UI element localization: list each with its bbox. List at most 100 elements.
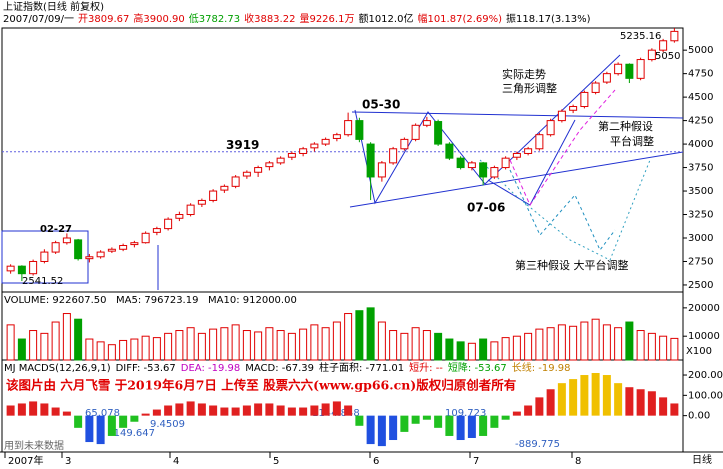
candle-body bbox=[164, 218, 173, 230]
macd-bar bbox=[310, 405, 319, 416]
macd-bar bbox=[434, 415, 443, 428]
macd-bar bbox=[130, 415, 139, 422]
y-tick-label: 2750 bbox=[688, 256, 713, 267]
candle-body bbox=[299, 148, 308, 154]
volume-bar bbox=[51, 321, 60, 361]
info-item: 振118.17(3.13%) bbox=[506, 12, 591, 25]
candle-body bbox=[501, 157, 510, 169]
volume-bar bbox=[636, 330, 645, 361]
candle-body bbox=[17, 265, 26, 275]
macd-note: -889.775 bbox=[515, 439, 560, 450]
x-tick-label: 2007年 bbox=[8, 454, 43, 467]
macd-bar bbox=[422, 415, 431, 420]
info-item: 幅101.87(2.69%) bbox=[417, 12, 502, 25]
macd-bar bbox=[512, 411, 521, 416]
volume-ma10: MA10: 912000.00 bbox=[208, 295, 297, 306]
volume-bar bbox=[29, 330, 38, 361]
candle-body bbox=[51, 242, 60, 253]
volume-bar bbox=[242, 330, 251, 361]
macd-bar bbox=[614, 383, 623, 416]
volume-bar bbox=[17, 338, 26, 361]
macd-bar bbox=[299, 407, 308, 416]
volume-bar bbox=[141, 335, 150, 361]
macd-label-item: 长线: -19.98 bbox=[512, 361, 571, 374]
macd-bar bbox=[287, 407, 296, 416]
volume-bar bbox=[557, 324, 566, 361]
candle-body bbox=[344, 120, 353, 136]
candle-body bbox=[152, 228, 161, 233]
annotation: 第二种假设 bbox=[598, 119, 653, 133]
volume-bar bbox=[512, 335, 521, 361]
volume-bar bbox=[62, 313, 71, 361]
volume-bar bbox=[422, 330, 431, 361]
macd-bar bbox=[467, 415, 476, 438]
macd-bar bbox=[40, 403, 49, 416]
macd-note: 9.4509 bbox=[150, 419, 185, 430]
chart-title: 上证指数(日线 前复权) bbox=[3, 0, 104, 13]
y-tick-label: 3750 bbox=[688, 163, 713, 174]
macd-label-item: 短降: -53.67 bbox=[448, 361, 507, 374]
candle-body bbox=[276, 157, 285, 164]
volume-bar bbox=[107, 344, 116, 361]
y-tick-label: 0.00 bbox=[688, 411, 710, 422]
candle-body bbox=[625, 63, 634, 79]
trend-lines bbox=[1, 54, 684, 290]
x-tick-label: 3 bbox=[65, 456, 71, 467]
volume-bar bbox=[546, 327, 555, 361]
macd-bar bbox=[602, 375, 611, 416]
trend-line bbox=[351, 111, 684, 119]
candle-body bbox=[422, 120, 431, 126]
annotation: 实际走势 bbox=[502, 67, 546, 81]
macd-bar bbox=[670, 403, 679, 416]
candle-body bbox=[614, 63, 623, 75]
candle-body bbox=[242, 171, 251, 177]
volume-bar bbox=[625, 321, 634, 361]
macd-bar bbox=[209, 405, 218, 416]
candle-body bbox=[377, 162, 386, 178]
macd-bar bbox=[591, 372, 600, 416]
macd-label-item: MJ MACDS(12,26,9,1) bbox=[4, 363, 111, 374]
info-item: 量9226.1万 bbox=[299, 13, 354, 25]
candle-body bbox=[29, 260, 38, 275]
annotation: 05-30 bbox=[362, 98, 400, 112]
y-tick-label: 4500 bbox=[688, 92, 713, 103]
macd-bar bbox=[107, 415, 116, 436]
trend-line bbox=[349, 151, 684, 208]
candle-body bbox=[85, 256, 94, 260]
volume-bar bbox=[580, 321, 589, 361]
volume-bar bbox=[74, 318, 83, 361]
macd-label-item: 柱子面积: -771.01 bbox=[319, 361, 404, 374]
period-label: 日线 bbox=[692, 453, 712, 466]
candle-body bbox=[74, 239, 83, 260]
macd-bar bbox=[74, 415, 83, 428]
candle-body bbox=[512, 152, 521, 158]
info-item: 高3900.90 bbox=[133, 12, 184, 25]
candle-body bbox=[434, 121, 443, 145]
candle-body bbox=[355, 120, 364, 140]
y-tick-label: 3500 bbox=[688, 186, 713, 197]
macd-bar bbox=[569, 379, 578, 416]
y-tick-label: 200.00 bbox=[688, 370, 723, 381]
volume-unit: X100 bbox=[686, 346, 712, 357]
annotation: 第三种假设 大平台调整 bbox=[515, 258, 629, 272]
candle-body bbox=[659, 40, 668, 51]
volume-bar bbox=[355, 310, 364, 361]
candle-body bbox=[557, 110, 566, 122]
volume-bar bbox=[467, 342, 476, 361]
candle-body bbox=[287, 152, 296, 158]
volume-bar bbox=[96, 341, 105, 361]
candle-body bbox=[186, 204, 195, 216]
macd-label-item: DIFF: -53.67 bbox=[116, 363, 176, 374]
candle-body bbox=[535, 134, 544, 150]
volume-bar bbox=[164, 332, 173, 361]
y-tick-label: 4250 bbox=[688, 116, 713, 127]
volume-bar bbox=[377, 321, 386, 361]
candle-body bbox=[254, 167, 263, 173]
annotation: 平台调整 bbox=[610, 134, 654, 148]
volume-bar bbox=[445, 338, 454, 361]
volume-bar bbox=[287, 332, 296, 361]
volume-bar bbox=[197, 332, 206, 361]
level-label: 3919 bbox=[226, 138, 259, 152]
